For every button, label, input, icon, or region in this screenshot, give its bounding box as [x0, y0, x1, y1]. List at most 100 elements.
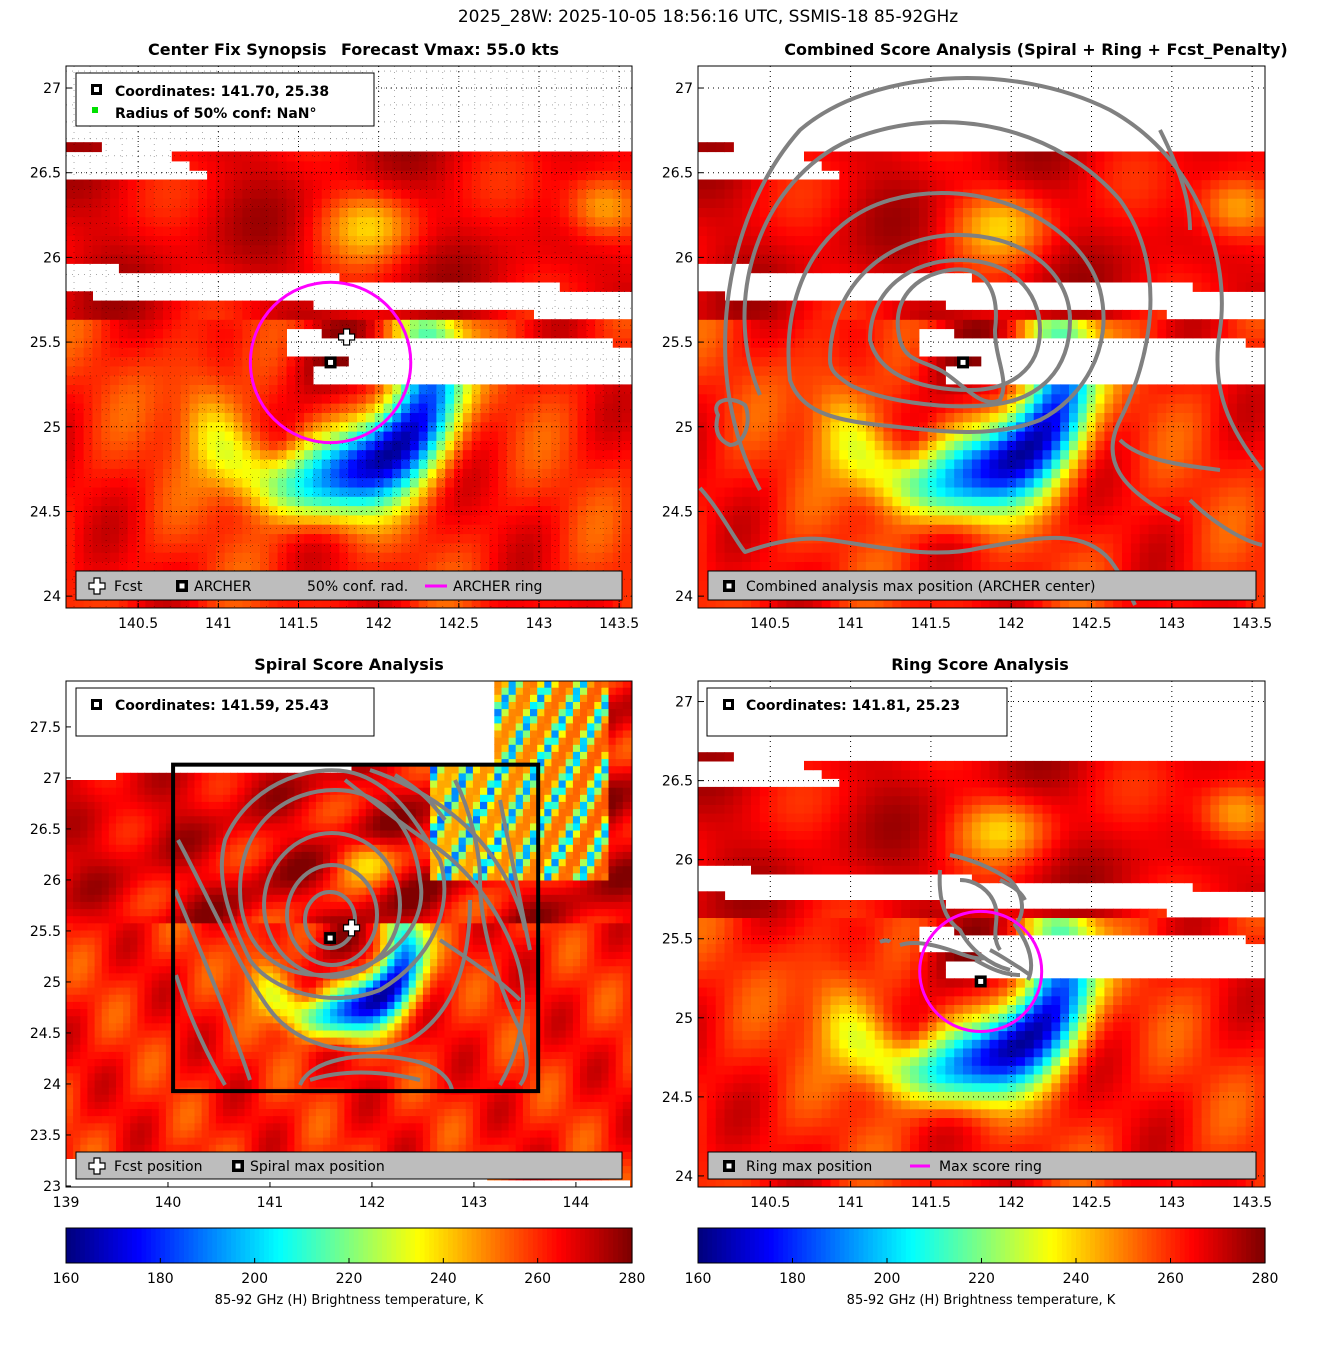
tb-cell	[524, 486, 534, 497]
tb-cell	[1166, 431, 1176, 441]
tb-cell	[154, 226, 164, 236]
tb-cell	[559, 449, 570, 460]
tb-cell	[198, 449, 208, 460]
tb-cell	[577, 477, 587, 488]
tb-cell	[171, 244, 182, 255]
tb-cell	[489, 514, 499, 525]
tb-cell	[1016, 263, 1026, 274]
tb-cell	[998, 514, 1008, 525]
tb-cell	[1157, 319, 1167, 330]
tb-cell	[804, 328, 814, 339]
tb-cell	[268, 347, 279, 358]
tb-cell	[874, 514, 885, 525]
tb-cell	[568, 421, 579, 432]
tb-cell	[462, 235, 473, 246]
tb-cell	[892, 505, 902, 516]
tb-cell	[348, 151, 358, 162]
tb-cell	[66, 226, 76, 236]
tb-cell	[304, 598, 314, 608]
tb-cell	[804, 598, 814, 608]
tb-cell	[180, 188, 190, 199]
tb-cell	[101, 477, 111, 488]
tb-cell	[489, 160, 499, 171]
tb-cell	[83, 477, 93, 488]
tb-cell	[1069, 477, 1079, 488]
tb-cell	[786, 337, 796, 348]
tb-cell	[295, 356, 305, 367]
tb-cell	[777, 393, 787, 404]
tb-cell	[830, 468, 840, 479]
tb-cell	[971, 459, 982, 469]
tb-cell	[515, 179, 526, 190]
tb-cell	[1201, 468, 1211, 479]
tb-cell	[865, 486, 876, 497]
tb-cell	[383, 514, 393, 525]
tb-cell	[339, 179, 349, 190]
tb-cell	[136, 514, 146, 525]
tb-cell	[171, 254, 182, 264]
tb-cell	[462, 412, 473, 423]
tb-cell	[1219, 412, 1229, 423]
tb-cell	[1183, 393, 1194, 404]
tb-cell	[515, 403, 526, 413]
tb-cell	[392, 552, 402, 562]
tb-cell	[409, 440, 420, 451]
tb-cell	[830, 337, 840, 348]
tb-cell	[1263, 486, 1265, 497]
tb-cell	[401, 449, 411, 460]
tb-cell	[821, 263, 832, 274]
tb-cell	[963, 319, 973, 330]
tb-cell	[321, 412, 332, 423]
tb-cell	[127, 440, 138, 451]
tb-cell	[698, 468, 708, 479]
tb-cell	[233, 309, 243, 320]
tb-cell	[207, 365, 217, 376]
tb-cell	[998, 552, 1008, 562]
tb-cell	[304, 216, 314, 227]
tb-cell	[542, 505, 552, 516]
tb-cell	[163, 412, 173, 423]
tb-cell	[330, 561, 340, 572]
tb-cell	[118, 403, 129, 413]
tb-cell	[198, 151, 208, 162]
tb-cell	[848, 459, 858, 469]
tb-cell	[551, 403, 561, 413]
tb-cell	[251, 440, 261, 451]
tb-cell	[1051, 459, 1061, 469]
tb-cell	[901, 403, 911, 413]
tb-cell	[1051, 319, 1061, 330]
tb-cell	[357, 393, 367, 404]
tb-cell	[462, 403, 473, 413]
tb-cell	[339, 486, 349, 497]
tb-cell	[1033, 431, 1044, 441]
tb-cell	[436, 226, 446, 236]
tb-cell	[321, 160, 332, 171]
tb-cell	[1263, 449, 1265, 460]
tb-cell	[163, 542, 173, 553]
tb-cell	[189, 449, 199, 460]
tb-cell	[242, 486, 252, 497]
tb-cell	[224, 188, 235, 199]
tb-cell	[865, 505, 876, 516]
tb-cell	[383, 328, 393, 339]
tb-cell	[865, 431, 876, 441]
tb-cell	[66, 459, 76, 469]
tb-cell	[401, 561, 411, 572]
tb-cell	[1130, 384, 1141, 395]
tb-cell	[506, 235, 517, 246]
tb-cell	[1139, 524, 1150, 535]
tb-cell	[489, 459, 499, 469]
tb-cell	[145, 440, 155, 451]
tb-cell	[1175, 412, 1185, 423]
tb-cell	[698, 412, 708, 423]
tb-cell	[1192, 477, 1203, 488]
tb-cell	[936, 552, 946, 562]
tb-cell	[1007, 328, 1017, 339]
tb-cell	[154, 198, 164, 208]
panel-combined: Combined Score Analysis (Spiral + Ring +…	[662, 40, 1288, 632]
tb-cell	[698, 589, 708, 600]
tb-cell	[630, 431, 632, 441]
tb-cell	[918, 524, 929, 535]
tb-cell	[286, 524, 296, 535]
tb-cell	[180, 384, 190, 395]
